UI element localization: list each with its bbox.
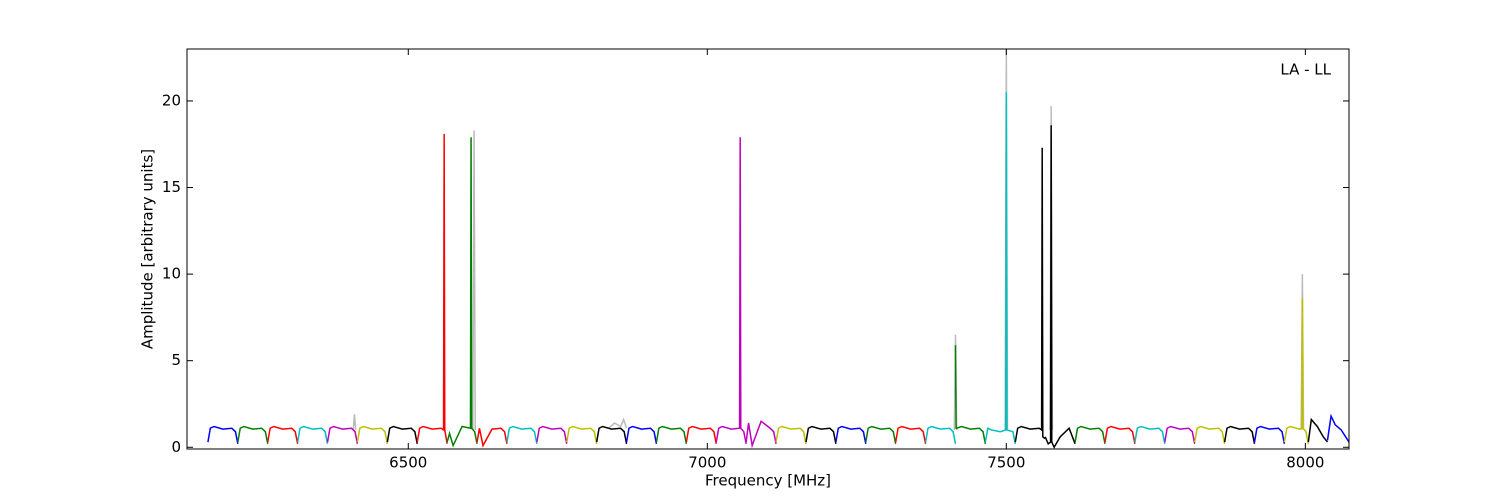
plot-frame xyxy=(186,48,1350,450)
spectrum-line xyxy=(715,137,747,444)
plot-lines xyxy=(207,49,1349,449)
spectrum-line xyxy=(536,425,568,444)
x-tick-label: 8000 xyxy=(1286,454,1324,472)
spectrum-line xyxy=(1193,425,1226,444)
y-tick-label: 20 xyxy=(162,91,181,109)
spectrum-line xyxy=(267,425,299,444)
spectrum-line xyxy=(1164,425,1196,444)
spectrum-line xyxy=(865,425,897,444)
spectrum-line xyxy=(625,425,658,444)
spectrum-line xyxy=(352,49,1305,431)
spectrum-line xyxy=(655,425,688,444)
spectrum-line xyxy=(1307,417,1329,443)
y-tick-label: 5 xyxy=(171,351,181,369)
spectrum-line xyxy=(775,425,807,444)
spectrum-line xyxy=(835,425,867,444)
spectrum-line xyxy=(326,425,359,444)
spectrum-line xyxy=(1223,425,1256,444)
x-tick-label: 6500 xyxy=(389,454,427,472)
spectrum-line xyxy=(1074,425,1106,444)
spectrum-line xyxy=(954,345,987,444)
x-tick-label: 7000 xyxy=(688,454,726,472)
y-tick-label: 15 xyxy=(162,178,181,196)
spectrum-line xyxy=(1014,147,1046,443)
x-axis-label: Frequency [MHz] xyxy=(705,472,831,490)
spectrum-line xyxy=(595,425,628,444)
y-axis-label: Amplitude [arbitrary units] xyxy=(139,149,157,349)
spectrum-line xyxy=(984,92,1017,444)
spectrum-line xyxy=(506,425,538,444)
spectrum-line xyxy=(1253,425,1286,444)
spectrum-line xyxy=(476,427,508,448)
y-tick-label: 10 xyxy=(162,265,181,283)
spectrum-line xyxy=(685,425,718,444)
spectrum-line xyxy=(237,425,269,444)
spectrum-line xyxy=(566,425,598,444)
spectrum-line xyxy=(1283,298,1310,444)
spectrum-line xyxy=(1134,425,1166,444)
spectrum-line xyxy=(1104,425,1136,444)
spectrum-line xyxy=(207,425,239,444)
spectrum-line xyxy=(416,133,448,444)
x-tick-label: 7500 xyxy=(987,454,1025,472)
spectrum-line xyxy=(745,420,777,449)
spectrum-line xyxy=(386,425,418,444)
spectrum-line xyxy=(356,425,389,444)
annotation: LA - LL xyxy=(1280,61,1331,79)
spectrum-line xyxy=(1326,413,1349,443)
spectrum-line xyxy=(296,425,329,444)
spectrum-line xyxy=(446,137,478,448)
spectrum-line xyxy=(924,425,957,444)
spectrum-line xyxy=(894,425,927,444)
spectrum-line xyxy=(1044,125,1076,449)
spectrum-line xyxy=(805,425,837,444)
y-tick-label: 0 xyxy=(171,438,181,456)
